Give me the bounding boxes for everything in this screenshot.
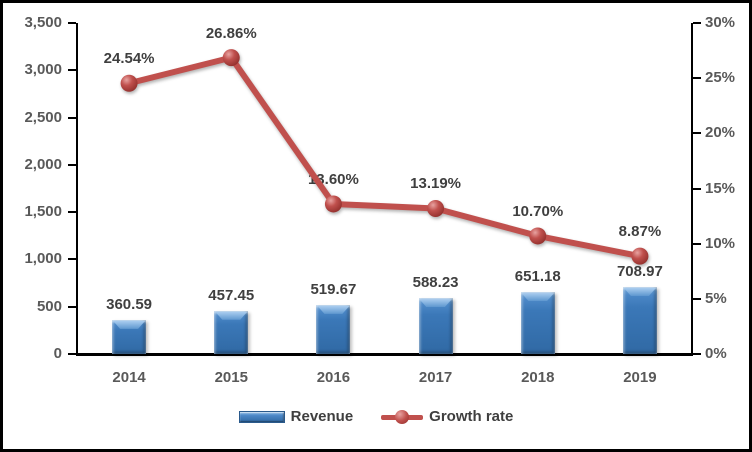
- right-axis-line: [691, 23, 693, 354]
- right-axis-tick-label: 15%: [705, 179, 736, 197]
- legend-label-growth-rate: Growth rate: [429, 408, 514, 425]
- right-axis-tick: [693, 77, 701, 80]
- x-axis-label: 2017: [418, 369, 453, 386]
- legend-label-revenue: Revenue: [290, 408, 354, 425]
- right-axis-tick: [693, 242, 701, 245]
- revenue-bar-swatch-icon: [238, 410, 285, 423]
- legend: Revenue Growth rate: [3, 408, 749, 425]
- growth-rate-label: 13.19%: [410, 175, 462, 193]
- left-axis-tick: [68, 305, 76, 308]
- growth-rate-marker: [427, 199, 445, 217]
- left-axis-tick: [68, 258, 76, 261]
- revenue-bar-label: 651.18: [514, 268, 561, 286]
- growth-rate-marker: [222, 49, 240, 67]
- x-axis-label: 2015: [214, 369, 248, 386]
- x-axis-label: 2014: [112, 369, 146, 386]
- left-axis-tick: [68, 116, 76, 119]
- left-axis-tick: [68, 69, 76, 72]
- revenue-bar: [520, 292, 555, 354]
- left-axis-tick-label: 1,000: [24, 250, 62, 268]
- left-axis-tick-label: 500: [36, 297, 62, 315]
- right-axis-tick: [693, 353, 701, 355]
- growth-rate-marker: [120, 74, 138, 92]
- left-axis-tick: [68, 211, 76, 214]
- growth-rate-label: 13.60%: [307, 170, 359, 188]
- x-axis-label: 2016: [316, 369, 351, 386]
- x-axis-line: [76, 353, 693, 356]
- revenue-bar-label: 708.97: [616, 262, 663, 280]
- left-axis-tick: [68, 353, 76, 355]
- right-axis-tick-label: 30%: [705, 14, 736, 31]
- right-axis-tick: [693, 187, 701, 190]
- left-axis-tick-label: 0: [53, 345, 62, 362]
- revenue-bar: [418, 298, 453, 354]
- right-axis-tick: [693, 132, 701, 135]
- right-axis-tick-label: 20%: [705, 124, 736, 142]
- right-axis-tick-label: 10%: [705, 234, 736, 252]
- growth-line-swatch-icon: [381, 409, 424, 424]
- revenue-bar: [622, 286, 657, 354]
- legend-item-growth-rate: Growth rate: [381, 408, 513, 425]
- left-axis-tick-label: 2,000: [24, 155, 62, 173]
- left-axis-tick: [68, 163, 76, 166]
- x-axis-label: 2018: [521, 369, 555, 386]
- left-axis-tick-label: 2,500: [24, 108, 62, 126]
- right-axis-tick-label: 0%: [705, 345, 727, 362]
- right-axis-tick: [693, 297, 701, 300]
- left-axis-tick-label: 1,500: [24, 203, 62, 221]
- growth-rate-marker: [324, 195, 342, 213]
- revenue-bar: [316, 304, 351, 354]
- right-axis-tick: [693, 22, 701, 24]
- growth-rate-label: 10.70%: [512, 202, 564, 220]
- growth-rate-label: 26.86%: [205, 24, 257, 42]
- growth-rate-marker: [529, 227, 547, 245]
- growth-rate-line: [126, 54, 643, 260]
- right-axis-tick-label: 25%: [705, 69, 736, 87]
- revenue-bar: [112, 319, 147, 354]
- left-axis-tick-label: 3,500: [24, 14, 62, 31]
- left-axis-tick: [68, 22, 76, 24]
- left-axis-tick-label: 3,000: [24, 61, 62, 79]
- revenue-bar-label: 457.45: [208, 286, 255, 304]
- revenue-bar-label: 360.59: [106, 295, 153, 313]
- growth-rate-label: 24.54%: [103, 50, 155, 68]
- right-axis-tick-label: 5%: [705, 289, 727, 307]
- x-axis-label: 2019: [623, 369, 657, 386]
- left-axis-line: [76, 23, 78, 354]
- growth-rate-label: 8.87%: [618, 223, 662, 241]
- revenue-bar: [214, 310, 249, 354]
- legend-item-revenue: Revenue: [238, 408, 354, 425]
- revenue-bar-label: 588.23: [412, 274, 459, 292]
- growth-marker-swatch-icon: [395, 409, 410, 424]
- revenue-bar-label: 519.67: [310, 280, 357, 298]
